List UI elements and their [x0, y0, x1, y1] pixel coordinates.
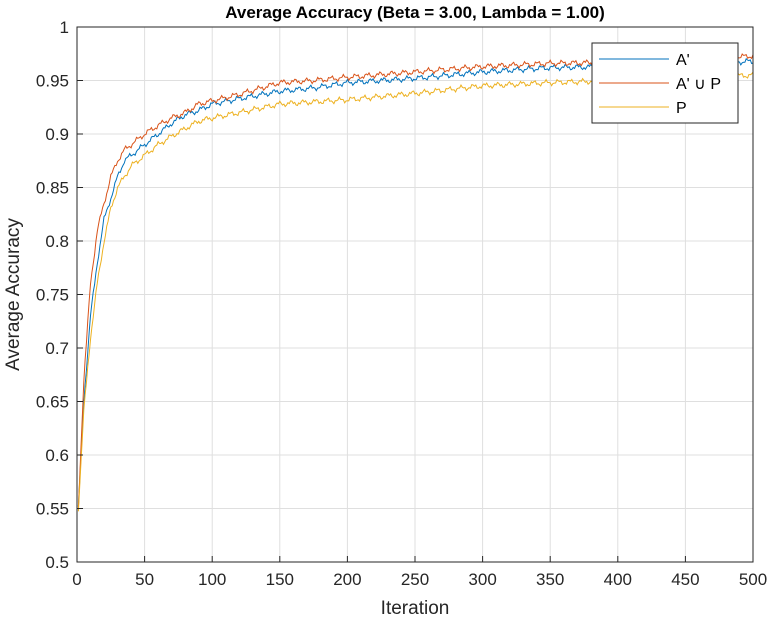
axis-ticks: 0 50 100 150 200 250 300 350 400 450 500 0.5 0.55 0.6…	[36, 18, 767, 589]
legend-label-1: A' ∪ P	[676, 76, 721, 93]
x-tick-label: 150	[266, 570, 294, 589]
chart-title: Average Accuracy (Beta = 3.00, Lambda = …	[225, 3, 605, 22]
x-tick-label: 50	[135, 570, 154, 589]
y-tick-label: 0.6	[45, 446, 69, 465]
legend-label-2: P	[676, 100, 687, 117]
y-tick-label: 0.95	[36, 72, 69, 91]
legend-label-0: A'	[676, 52, 690, 69]
x-tick-label: 450	[671, 570, 699, 589]
y-tick-label: 0.7	[45, 339, 69, 358]
x-tick-label: 300	[468, 570, 496, 589]
x-tick-label: 250	[401, 570, 429, 589]
x-tick-label: 100	[198, 570, 226, 589]
y-tick-label: 1	[60, 18, 69, 37]
y-tick-label: 0.8	[45, 232, 69, 251]
x-axis-label: Iteration	[381, 598, 450, 618]
x-tick-label: 200	[333, 570, 361, 589]
y-tick-label: 0.5	[45, 553, 69, 572]
y-tick-label: 0.65	[36, 393, 69, 412]
legend: A' A' ∪ P P	[591, 42, 739, 124]
y-axis-label: Average Accuracy	[3, 218, 24, 371]
x-tick-label: 350	[536, 570, 564, 589]
x-tick-label: 500	[739, 570, 767, 589]
x-tick-label: 0	[72, 570, 81, 589]
y-tick-label: 0.55	[36, 500, 69, 519]
y-tick-label: 0.85	[36, 179, 69, 198]
y-tick-label: 0.9	[45, 125, 69, 144]
x-tick-label: 400	[604, 570, 632, 589]
y-tick-label: 0.75	[36, 286, 69, 305]
